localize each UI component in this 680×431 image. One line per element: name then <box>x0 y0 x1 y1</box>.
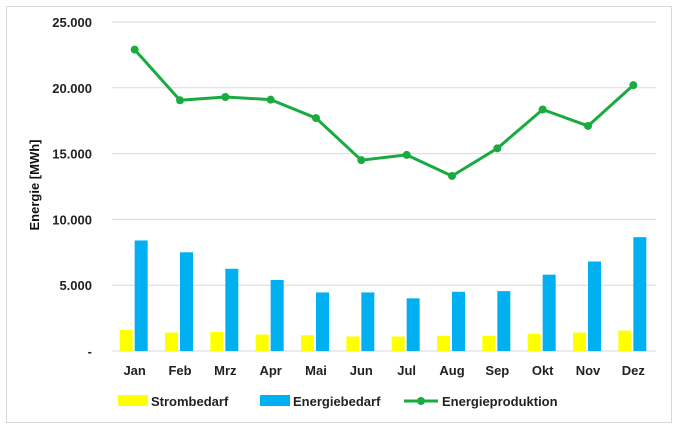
legend-marker <box>417 397 425 405</box>
bar-energiebedarf <box>497 291 511 351</box>
legend-label: Energieproduktion <box>442 394 558 409</box>
line-point <box>130 45 139 54</box>
legend-label: Strombedarf <box>151 394 229 409</box>
line-point <box>493 144 502 153</box>
x-tick-label: Nov <box>576 363 601 378</box>
bar-strombedarf <box>210 331 224 351</box>
x-tick-label: Mrz <box>214 363 237 378</box>
chart-frame <box>6 6 672 423</box>
bar-strombedarf <box>346 336 360 351</box>
line-point <box>312 114 320 123</box>
y-tick-label: 20.000 <box>52 81 92 96</box>
bar-energiebedarf <box>134 240 148 351</box>
bar-energiebedarf <box>225 268 239 351</box>
line-point <box>448 171 456 180</box>
bar-energiebedarf <box>452 291 465 351</box>
bar-energiebedarf <box>180 252 193 351</box>
y-tick-label: 15.000 <box>52 147 92 162</box>
line-point <box>538 105 547 114</box>
x-tick-label: Mai <box>305 363 327 378</box>
bar-strombedarf <box>391 336 405 351</box>
line-point <box>629 81 638 90</box>
x-tick-label: Apr <box>259 363 281 378</box>
bar-strombedarf <box>165 332 178 351</box>
bar-energiebedarf <box>316 292 329 351</box>
line-point <box>584 121 592 130</box>
x-tick-label: Aug <box>439 363 464 378</box>
line-point <box>221 93 230 102</box>
grid <box>112 21 656 352</box>
y-tick-label: - <box>88 344 92 359</box>
bars <box>119 237 647 351</box>
y-tick-label: 25.000 <box>52 15 92 30</box>
line-point <box>402 150 411 159</box>
bar-energiebedarf <box>542 274 556 351</box>
x-tick-label: Jun <box>350 363 373 378</box>
bar-energiebedarf <box>588 261 601 351</box>
x-axis-ticks: Jan Feb Mrz Apr Mai Jun Jul Aug Sep Okt Nov Dez <box>123 363 645 378</box>
bar-strombedarf <box>573 332 586 351</box>
x-tick-label: Jul <box>397 363 416 378</box>
x-tick-label: Sep <box>485 363 509 378</box>
bar-energiebedarf <box>361 292 375 351</box>
line-point <box>266 95 275 104</box>
bar-energiebedarf <box>270 279 284 351</box>
bar-strombedarf <box>437 335 450 351</box>
legend-swatch <box>260 395 290 406</box>
legend: Strombedarf Energiebedarf Energieproduktio… <box>118 394 558 409</box>
bar-strombedarf <box>527 333 541 351</box>
bar-strombedarf <box>618 330 632 351</box>
legend-swatch <box>118 395 148 406</box>
legend-label: Energiebedarf <box>293 394 381 409</box>
bar-strombedarf <box>255 334 269 351</box>
bar-strombedarf <box>482 335 496 351</box>
bar-energiebedarf <box>406 298 420 351</box>
y-tick-label: 10.000 <box>52 212 92 227</box>
x-tick-label: Okt <box>532 363 554 378</box>
bar-strombedarf <box>301 335 314 351</box>
bar-energiebedarf <box>633 237 647 351</box>
y-axis-label: Energie [MWh] <box>27 140 42 231</box>
x-tick-label: Jan <box>123 363 145 378</box>
x-tick-label: Dez <box>622 363 646 378</box>
x-tick-label: Feb <box>168 363 191 378</box>
y-tick-label: 5.000 <box>59 278 92 293</box>
line-point <box>176 96 184 105</box>
line-point <box>357 156 366 165</box>
line-energieproduktion <box>133 48 635 178</box>
bar-strombedarf <box>119 329 133 351</box>
production-line <box>130 45 638 180</box>
y-axis-ticks: - 5.000 10.000 15.000 20.000 25.000 <box>52 15 92 359</box>
